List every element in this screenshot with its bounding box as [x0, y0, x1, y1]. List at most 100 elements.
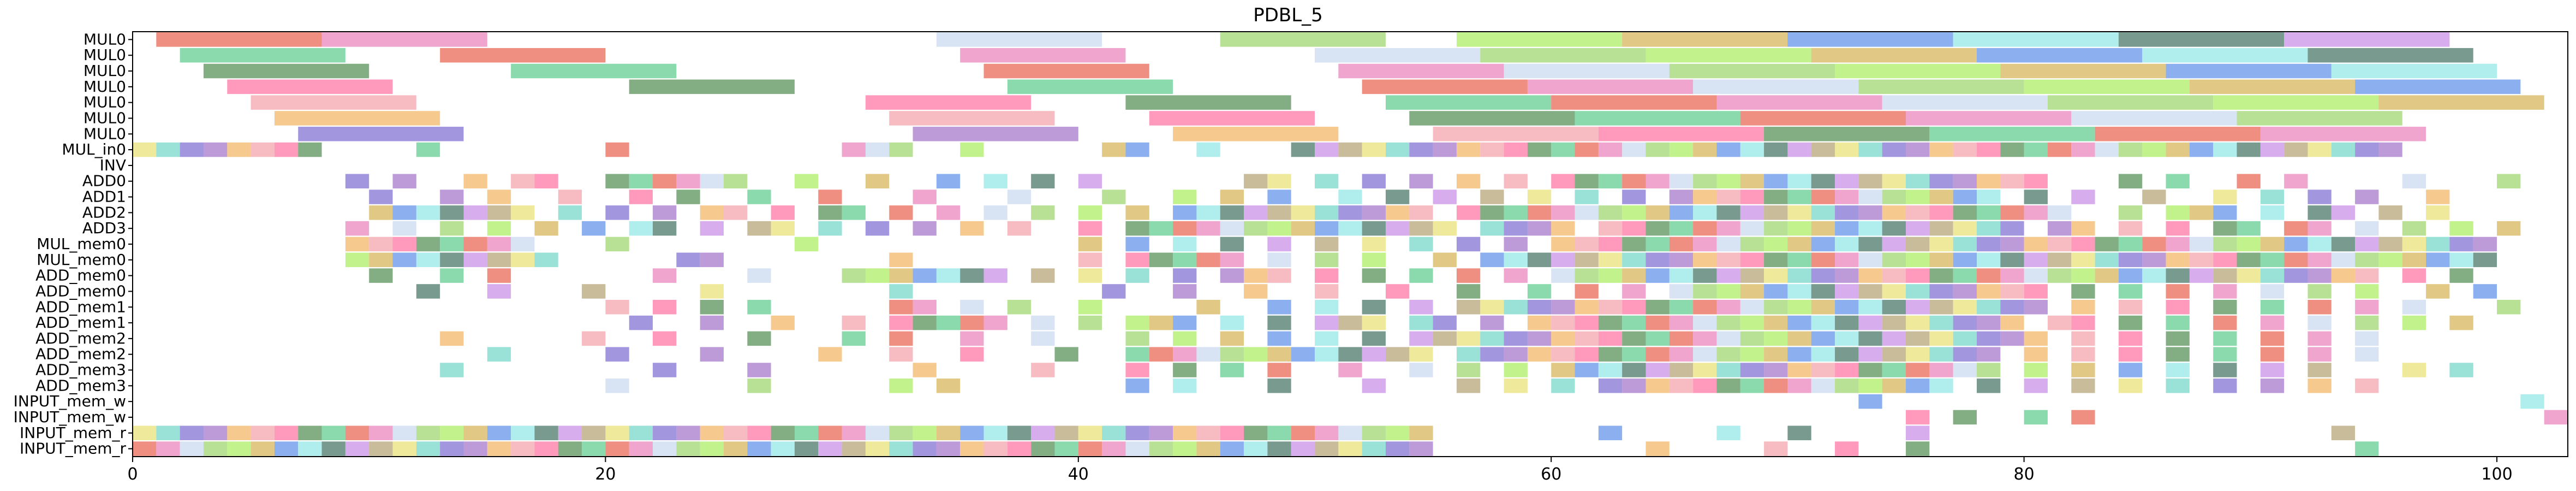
task-bar — [2355, 441, 2379, 456]
task-bar — [227, 425, 251, 441]
task-bar — [1385, 441, 1410, 456]
y-tick-label: ADD_mem1 — [35, 298, 126, 316]
task-bar — [1480, 221, 1504, 236]
task-bar — [936, 174, 961, 188]
task-bar — [1645, 315, 1669, 330]
plot-frame — [132, 31, 2568, 457]
task-bar — [2260, 378, 2285, 393]
task-bar — [2024, 252, 2048, 268]
task-bar — [1953, 300, 1977, 315]
task-bar — [2166, 63, 2331, 79]
task-bar — [2047, 252, 2072, 268]
task-bar — [1244, 441, 1268, 456]
task-bar — [2213, 95, 2379, 110]
task-bar — [889, 315, 913, 330]
task-bar — [818, 190, 842, 204]
task-bar — [2284, 174, 2308, 188]
task-bar — [2355, 378, 2379, 393]
task-bar — [771, 425, 795, 441]
task-bar — [2473, 284, 2497, 299]
task-bar — [345, 174, 369, 188]
task-bar — [1196, 221, 1220, 236]
task-bar — [1693, 174, 1717, 188]
task-bar — [1385, 425, 1410, 441]
task-bar — [2307, 142, 2331, 157]
task-bar — [1764, 221, 1788, 236]
task-bar — [2237, 111, 2402, 126]
task-bar — [1149, 441, 1173, 456]
task-bar — [1125, 221, 1149, 236]
task-bar — [2118, 284, 2143, 299]
task-bar — [1244, 174, 1268, 188]
task-bar — [227, 142, 251, 157]
task-bar — [1031, 441, 1055, 456]
task-bar — [2260, 331, 2285, 346]
task-bar — [416, 142, 440, 157]
task-bar — [1409, 315, 1433, 330]
task-bar — [653, 221, 677, 236]
task-bar — [1362, 300, 1386, 315]
task-bar — [2426, 190, 2450, 204]
task-bar — [629, 315, 653, 330]
task-bar — [1125, 236, 1149, 252]
task-bar — [1598, 315, 1623, 330]
task-bar — [1267, 363, 1291, 377]
task-bar — [1693, 221, 1717, 236]
task-bar — [1882, 268, 1906, 283]
task-bar — [1882, 300, 1906, 315]
task-bar — [1385, 221, 1410, 236]
task-bar — [2166, 300, 2190, 315]
task-bar — [1669, 378, 1694, 393]
task-bar — [1456, 347, 1481, 362]
task-bar — [2000, 236, 2024, 252]
task-bar — [629, 79, 795, 94]
task-bar — [1480, 347, 1504, 362]
task-bar — [1976, 300, 2001, 315]
task-bar — [2047, 268, 2072, 283]
task-bar — [1078, 300, 1102, 315]
task-bar — [2000, 300, 2024, 315]
task-bar — [2118, 268, 2143, 283]
task-bar — [936, 205, 961, 220]
task-bar — [1716, 425, 1740, 441]
task-bar — [1882, 190, 1906, 204]
task-bar — [2284, 268, 2308, 283]
task-bar — [1740, 221, 1764, 236]
task-bar — [345, 441, 369, 456]
task-bar — [2189, 236, 2214, 252]
task-bar — [1716, 236, 1740, 252]
task-bar — [1976, 284, 2001, 299]
task-bar — [2189, 79, 2356, 94]
task-bar — [251, 142, 275, 157]
task-bar — [983, 205, 1007, 220]
task-bar — [1315, 284, 1339, 299]
task-bar — [1220, 252, 1244, 268]
task-bar — [653, 331, 677, 346]
task-bar — [1811, 331, 1835, 346]
task-bar — [1456, 300, 1481, 315]
task-bar — [1858, 347, 1882, 362]
task-bar — [2071, 410, 2095, 425]
task-bar — [511, 63, 677, 79]
task-bar — [2402, 315, 2426, 330]
task-bar — [1929, 190, 1953, 204]
y-axis-labels: MUL0MUL0MUL0MUL0MUL0MUL0MUL0MUL_in0INVAD… — [14, 30, 133, 458]
task-bar — [960, 142, 984, 157]
task-bar — [2142, 142, 2166, 157]
task-bar — [1433, 315, 1457, 330]
task-bar — [511, 236, 535, 252]
task-bar — [1716, 268, 1740, 283]
task-bar — [2047, 205, 2072, 220]
task-bar — [1504, 378, 1528, 393]
task-bar — [605, 142, 629, 157]
task-bar — [1291, 425, 1315, 441]
task-bar — [794, 174, 819, 188]
task-bar — [1527, 300, 1552, 315]
task-bar — [1622, 331, 1646, 346]
task-bar — [983, 63, 1149, 79]
task-bar — [1409, 425, 1433, 441]
task-bar — [1385, 95, 1552, 110]
task-bar — [724, 425, 748, 441]
task-bar — [629, 174, 653, 188]
task-bar — [156, 32, 322, 47]
